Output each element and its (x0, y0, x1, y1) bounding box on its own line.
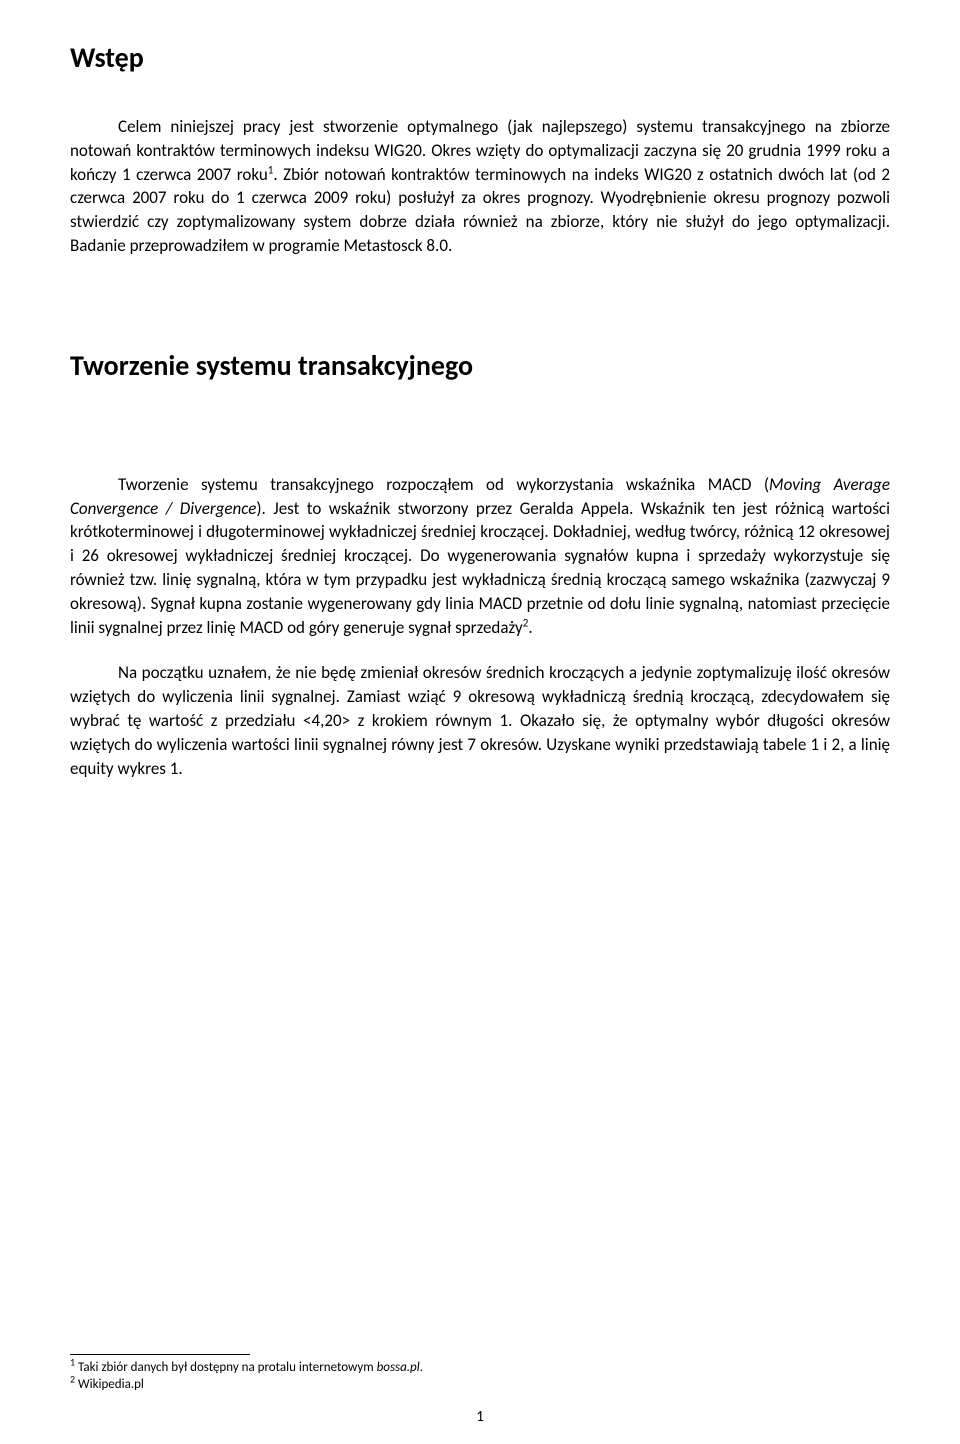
paragraph-macd: Tworzenie systemu transakcyjnego rozpocz… (70, 473, 890, 640)
heading-intro: Wstęp (70, 40, 890, 75)
footnote-1-end: . (420, 1360, 423, 1375)
para2-text-a: Tworzenie systemu transakcyjnego rozpocz… (118, 474, 769, 495)
footnote-1-text: Taki zbiór danych był dostępny na protal… (75, 1360, 377, 1375)
heading-section: Tworzenie systemu transakcyjnego (70, 348, 890, 383)
paragraph-optimization: Na początku uznałem, że nie będę zmienia… (70, 661, 890, 780)
page-number: 1 (0, 1408, 960, 1426)
footnote-1: 1 Taki zbiór danych był dostępny na prot… (70, 1359, 890, 1377)
footnote-1-italic: bossa.pl (377, 1360, 420, 1375)
footnote-2-text: Wikipedia.pl (75, 1377, 144, 1392)
footnote-2: 2 Wikipedia.pl (70, 1376, 890, 1394)
footnotes-block: 1 Taki zbiór danych był dostępny na prot… (70, 1354, 890, 1394)
footnote-separator (70, 1354, 250, 1355)
para2-text-c: . (528, 617, 532, 638)
paragraph-intro: Celem niniejszej pracy jest stworzenie o… (70, 115, 890, 258)
